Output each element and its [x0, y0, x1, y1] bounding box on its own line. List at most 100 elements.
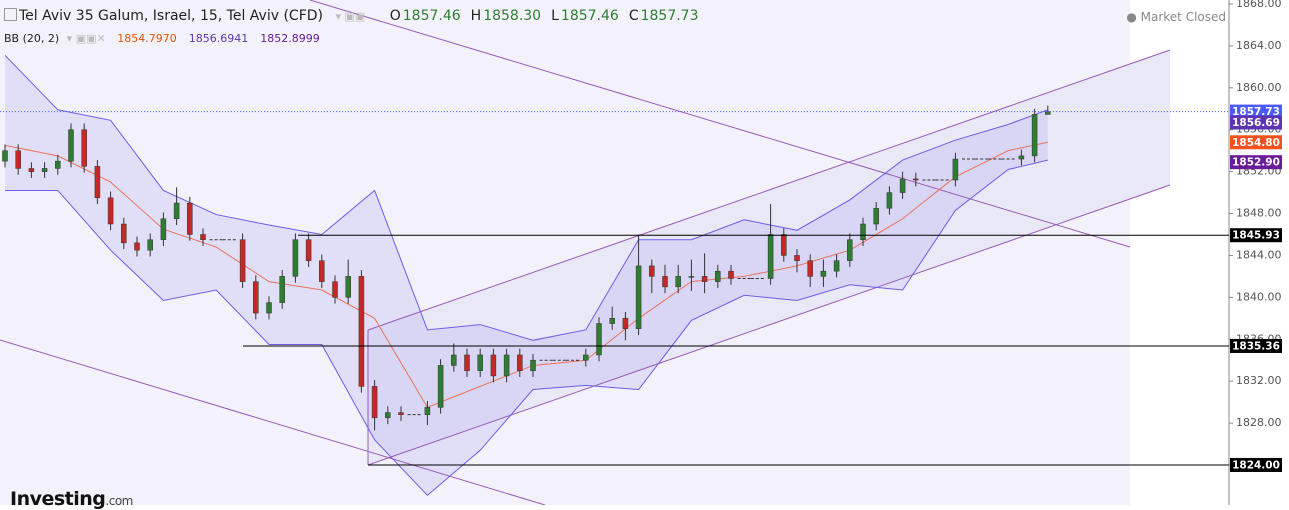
candle-body [279, 276, 285, 303]
candle-body [728, 270, 734, 279]
trend-line [0, 339, 546, 505]
candle-body [847, 239, 853, 261]
y-tick-label: 1832.00 [1236, 374, 1282, 387]
price-label-box [1230, 155, 1282, 170]
candle-body [913, 178, 919, 181]
candle-body [332, 281, 338, 298]
ohlc-value: 1858.30 [483, 8, 542, 24]
candle-body [121, 223, 127, 244]
candle-body [305, 239, 312, 261]
candle-body [477, 354, 483, 371]
candle-body [160, 218, 167, 240]
y-tick-label: 1844.00 [1236, 248, 1282, 261]
candle-body [794, 255, 800, 261]
y-tick-label: 1860.00 [1236, 81, 1282, 94]
logo-suffix: .com [105, 494, 133, 508]
y-tick-label: 1868.00 [1236, 0, 1282, 10]
ohlc-label: O [389, 8, 401, 24]
candle-body [81, 129, 87, 167]
settings-icons[interactable]: ▾ ▣▣ [335, 10, 366, 23]
y-tick-label: 1828.00 [1236, 416, 1282, 429]
candle-body [107, 197, 114, 225]
candle-body [860, 223, 866, 240]
candle-body [345, 276, 351, 298]
ohlc-label: C [628, 8, 639, 24]
candle-body [701, 276, 708, 282]
candle-body [28, 168, 35, 172]
price-label: 1824.00 [1232, 459, 1280, 471]
price-label-box [1230, 104, 1282, 119]
price-label: 1856.69 [1232, 117, 1280, 129]
indicator-values: 1854.7970 1856.6941 1852.8999 [117, 32, 332, 45]
indicator-name: BB (20, 2) [4, 32, 60, 45]
ohlc-value: 1857.46 [560, 8, 619, 24]
price-label-box [1230, 457, 1282, 472]
candle-body [503, 354, 510, 377]
candle-body [820, 270, 827, 277]
indicator-value: 1854.7970 [117, 32, 177, 45]
candle-body [266, 302, 272, 314]
price-label: 1835.36 [1232, 340, 1280, 352]
candle-body [173, 202, 180, 220]
candle-body [200, 234, 206, 240]
candle-body [68, 129, 74, 162]
ohlc: O 1857.46 H 1858.30 L 1857.46 C 1857.73 [390, 8, 709, 24]
candle-body [952, 158, 959, 181]
price-label: 1845.93 [1232, 230, 1280, 242]
indicator-value: 1852.8999 [260, 32, 320, 45]
candle-body [1031, 114, 1038, 157]
ohlc-value: 1857.46 [402, 8, 461, 24]
candle-body [609, 318, 615, 324]
market-status: ● Market Closed [1126, 10, 1226, 24]
candle-body [55, 160, 61, 169]
candle-body [1018, 155, 1025, 160]
price-label-box [1230, 115, 1282, 130]
trend-line [309, 0, 1131, 248]
indicator-header: BB (20, 2) ▾ ▣▣✕ 1854.7970 1856.6941 1852.… [4, 32, 334, 45]
logo: Investing.com [10, 488, 133, 510]
candle-body [583, 354, 589, 361]
trend-line [367, 49, 1171, 331]
y-tick-label: 1848.00 [1236, 207, 1282, 220]
candle-body [451, 354, 457, 366]
y-tick-label: 1840.00 [1236, 290, 1282, 303]
candle-body [437, 365, 444, 408]
bb-fill [5, 55, 1048, 496]
candle-body [688, 276, 695, 278]
candle-body [517, 354, 523, 371]
candle-body [253, 281, 259, 314]
candle-body [147, 239, 153, 251]
candle-body [899, 178, 906, 193]
candle-body [292, 239, 299, 277]
candle-body [635, 265, 642, 330]
candle-body [424, 407, 431, 415]
collapse-icon[interactable] [4, 8, 17, 21]
candle-body [2, 150, 8, 162]
candle-body [596, 323, 602, 356]
price-label-box [1230, 338, 1282, 353]
logo-text: Investing [10, 488, 106, 510]
price-label-box [1230, 135, 1282, 150]
candle-body [530, 359, 536, 371]
candle-body [239, 239, 246, 282]
candle-body [873, 208, 879, 225]
candle-body [94, 166, 101, 199]
ohlc-label: H [470, 8, 482, 24]
symbol-title: Tel Aviv 35 Galum, Israel, 15, Tel Aviv … [19, 8, 323, 24]
price-label-box [1230, 228, 1282, 243]
trend-line [367, 184, 1171, 466]
candle-body [319, 260, 325, 282]
bb-upper [4, 54, 1048, 341]
candle-body [649, 265, 655, 277]
indicator-value: 1856.6941 [188, 32, 249, 45]
candle-body [187, 202, 193, 235]
candle-body [662, 276, 668, 288]
candle-body [371, 386, 378, 419]
candle-body [807, 260, 813, 277]
candle-body [715, 270, 721, 282]
bb-lower [5, 159, 1048, 497]
candle-body [134, 242, 140, 251]
indicator-icons[interactable]: ▾ ▣▣✕ [66, 32, 106, 45]
